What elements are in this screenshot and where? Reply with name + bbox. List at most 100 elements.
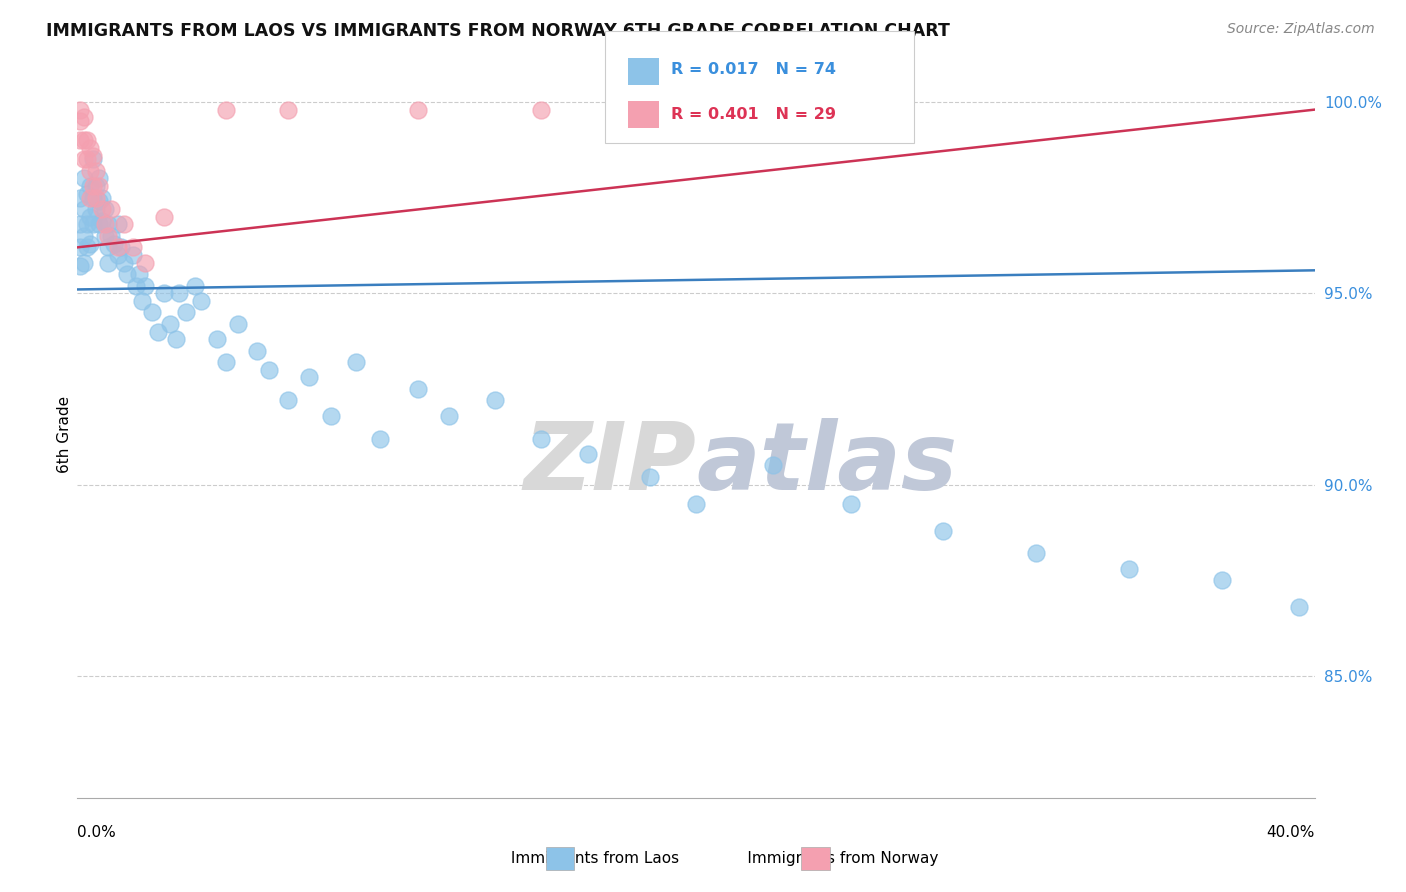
Point bbox=[76, 133, 98, 147]
Point bbox=[103, 236, 125, 251]
Point bbox=[131, 293, 153, 308]
Point bbox=[100, 228, 122, 243]
Text: Immigrants from Laos              Immigrants from Norway: Immigrants from Laos Immigrants from Nor… bbox=[467, 851, 939, 865]
Point bbox=[72, 255, 94, 269]
Point bbox=[638, 470, 661, 484]
Point bbox=[76, 240, 98, 254]
Point bbox=[79, 164, 101, 178]
Point bbox=[97, 255, 120, 269]
Point bbox=[84, 164, 107, 178]
Point bbox=[110, 240, 132, 254]
Point bbox=[87, 179, 110, 194]
Point bbox=[72, 110, 94, 124]
Point bbox=[134, 278, 156, 293]
Text: 40.0%: 40.0% bbox=[1267, 825, 1315, 840]
Point bbox=[94, 228, 117, 243]
Point bbox=[69, 103, 91, 117]
Point bbox=[79, 179, 101, 194]
Point bbox=[91, 213, 114, 227]
Point bbox=[97, 218, 120, 232]
Point bbox=[122, 240, 145, 254]
Point bbox=[97, 228, 120, 243]
Point bbox=[484, 393, 506, 408]
Text: atlas: atlas bbox=[696, 418, 957, 510]
Point bbox=[76, 153, 98, 167]
Point bbox=[82, 179, 104, 194]
Point bbox=[107, 248, 129, 262]
Point bbox=[298, 370, 321, 384]
Point bbox=[82, 191, 104, 205]
Point bbox=[277, 103, 299, 117]
Point bbox=[87, 171, 110, 186]
Point bbox=[79, 210, 101, 224]
Point bbox=[1118, 562, 1140, 576]
Point bbox=[82, 148, 104, 162]
Point bbox=[84, 191, 107, 205]
Point bbox=[76, 218, 98, 232]
Point bbox=[69, 133, 91, 147]
Point bbox=[319, 409, 342, 423]
Point bbox=[79, 191, 101, 205]
Point bbox=[839, 497, 862, 511]
Point bbox=[190, 293, 212, 308]
Point bbox=[128, 267, 150, 281]
Point bbox=[685, 497, 707, 511]
Point bbox=[79, 141, 101, 155]
Text: IMMIGRANTS FROM LAOS VS IMMIGRANTS FROM NORWAY 6TH GRADE CORRELATION CHART: IMMIGRANTS FROM LAOS VS IMMIGRANTS FROM … bbox=[46, 22, 950, 40]
Point bbox=[215, 103, 238, 117]
Point bbox=[72, 153, 94, 167]
Point bbox=[91, 191, 114, 205]
Point bbox=[257, 363, 280, 377]
Point bbox=[406, 103, 429, 117]
Point bbox=[87, 194, 110, 209]
Point bbox=[87, 218, 110, 232]
Point bbox=[72, 228, 94, 243]
Point bbox=[159, 317, 181, 331]
Point bbox=[406, 382, 429, 396]
Point bbox=[1288, 600, 1310, 615]
Text: R = 0.401   N = 29: R = 0.401 N = 29 bbox=[671, 107, 835, 121]
Point bbox=[576, 447, 599, 461]
Point bbox=[76, 186, 98, 201]
Point bbox=[530, 103, 553, 117]
Point bbox=[107, 218, 129, 232]
Point bbox=[134, 255, 156, 269]
Point bbox=[69, 260, 91, 274]
Y-axis label: 6th Grade: 6th Grade bbox=[56, 396, 72, 474]
Point bbox=[205, 332, 228, 346]
Point bbox=[94, 218, 117, 232]
Point bbox=[146, 325, 169, 339]
Point bbox=[91, 202, 114, 216]
Text: R = 0.017   N = 74: R = 0.017 N = 74 bbox=[671, 62, 835, 77]
Text: 0.0%: 0.0% bbox=[77, 825, 117, 840]
Point bbox=[72, 202, 94, 216]
Text: ZIP: ZIP bbox=[523, 418, 696, 510]
Point bbox=[226, 317, 249, 331]
Point bbox=[72, 171, 94, 186]
Point bbox=[84, 202, 107, 216]
Point bbox=[153, 210, 176, 224]
Point bbox=[184, 278, 207, 293]
Point bbox=[370, 432, 392, 446]
Point bbox=[115, 267, 138, 281]
Point bbox=[69, 191, 91, 205]
Point bbox=[344, 355, 367, 369]
Text: Source: ZipAtlas.com: Source: ZipAtlas.com bbox=[1227, 22, 1375, 37]
Point bbox=[122, 248, 145, 262]
Point bbox=[153, 286, 176, 301]
Point bbox=[112, 255, 135, 269]
Point bbox=[437, 409, 460, 423]
Point bbox=[174, 305, 197, 319]
Point bbox=[1211, 574, 1233, 588]
Point bbox=[107, 240, 129, 254]
Point bbox=[72, 133, 94, 147]
Point bbox=[762, 458, 785, 473]
Point bbox=[94, 202, 117, 216]
Point bbox=[932, 524, 955, 538]
Point bbox=[169, 286, 191, 301]
Point bbox=[84, 179, 107, 194]
Point bbox=[215, 355, 238, 369]
Point bbox=[69, 240, 91, 254]
Point bbox=[97, 240, 120, 254]
Point bbox=[246, 343, 269, 358]
